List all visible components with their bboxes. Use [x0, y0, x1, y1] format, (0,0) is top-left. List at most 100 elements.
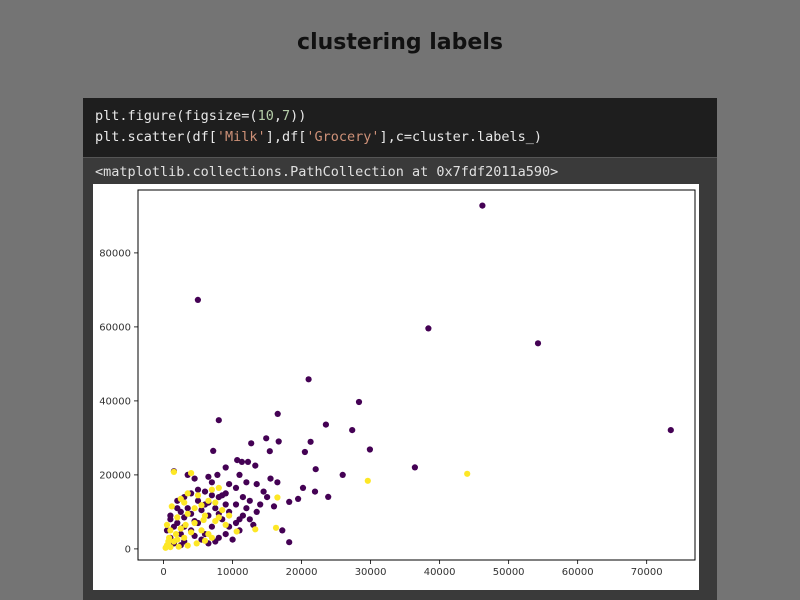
code-token: ],df[ [265, 129, 307, 145]
scatter-point-cluster-1 [215, 484, 222, 491]
scatter-point-cluster-1 [170, 538, 177, 545]
scatter-point-cluster-1 [165, 538, 172, 545]
scatter-point-cluster-0 [266, 448, 273, 455]
y-tick-label: 60000 [99, 322, 131, 333]
scatter-point-cluster-0 [279, 527, 286, 534]
scatter-point-cluster-1 [205, 497, 212, 504]
scatter-point-cluster-0 [222, 464, 229, 471]
scatter-point-cluster-1 [181, 534, 188, 541]
scatter-point-cluster-0 [191, 475, 198, 482]
scatter-point-cluster-1 [163, 521, 171, 528]
x-tick-label: 50000 [493, 567, 525, 578]
scatter-chart: 0 10000 20000 30000 40000 50000 60000 70000 0 20… [99, 189, 696, 578]
scatter-point-cluster-0 [194, 497, 202, 504]
scatter-point-cluster-0 [299, 484, 307, 491]
scatter-point-cluster-0 [174, 519, 181, 527]
scatter-point-cluster-0 [253, 508, 260, 515]
scatter-point-cluster-0 [236, 516, 243, 523]
scatter-point-cluster-1 [177, 525, 184, 532]
notebook-cell: plt.figure(figsize=(10,7)) plt.scatter(d… [83, 98, 717, 600]
scatter-point-cluster-0 [411, 464, 418, 471]
scatter-point-cluster-0 [229, 536, 236, 543]
scatter-point-cluster-0 [222, 501, 229, 508]
y-axis: 0 20000 40000 60000 80000 [99, 248, 138, 555]
scatter-point-cluster-0 [198, 507, 205, 514]
scatter-point-cluster-1 [198, 527, 205, 534]
scatter-point-cluster-1 [222, 521, 229, 528]
scatter-point-cluster-0 [339, 471, 346, 478]
code-number: 10 [257, 108, 274, 124]
scatter-point-cluster-0 [244, 458, 252, 465]
scatter-point-cluster-1 [233, 528, 240, 535]
y-tick-label: 20000 [99, 470, 131, 481]
scatter-point-cluster-0 [215, 417, 222, 424]
scatter-point-cluster-0 [325, 493, 332, 500]
scatter-point-cluster-0 [201, 488, 209, 495]
scatter-point-cluster-0 [425, 325, 432, 332]
scatter-point-cluster-0 [305, 376, 312, 383]
scatter-point-cluster-0 [219, 492, 226, 499]
scatter-point-cluster-1 [188, 470, 195, 477]
scatter-point-cluster-0 [274, 410, 281, 417]
scatter-point-cluster-0 [234, 457, 241, 464]
x-tick-label: 20000 [286, 567, 318, 578]
scatter-point-cluster-0 [274, 479, 281, 486]
scatter-point-cluster-1 [191, 505, 198, 512]
y-tick-label: 0 [125, 544, 131, 555]
scatter-point-cluster-0 [212, 505, 219, 512]
scatter-point-cluster-1 [200, 516, 207, 524]
scatter-point-cluster-0 [257, 501, 264, 508]
scatter-point-cluster-0 [286, 539, 293, 546]
scatter-point-cluster-0 [214, 471, 221, 478]
scatter-point-cluster-0 [226, 481, 233, 488]
x-tick-label: 70000 [631, 567, 663, 578]
slide-title: clustering labels [297, 30, 503, 55]
scatter-point-cluster-0 [222, 531, 229, 538]
scatter-point-cluster-0 [264, 494, 271, 501]
x-tick-label: 0 [160, 567, 166, 578]
scatter-point-cluster-0 [312, 466, 319, 473]
scatter-point-cluster-0 [239, 494, 246, 501]
code-token: plt.figure(figsize=( [95, 108, 258, 124]
scatter-point-cluster-0 [243, 505, 250, 512]
x-tick-label: 60000 [562, 567, 594, 578]
scatter-point-cluster-0 [236, 471, 243, 478]
scatter-point-cluster-0 [307, 438, 314, 445]
scatter-point-cluster-1 [219, 507, 226, 514]
scatter-point-cluster-0 [667, 427, 674, 434]
scatter-point-cluster-0 [355, 398, 363, 406]
scatter-point-cluster-1 [208, 534, 215, 541]
scatter-point-cluster-0 [238, 458, 245, 465]
scatter-point-cluster-0 [301, 448, 308, 456]
code-string: 'Milk' [216, 129, 266, 145]
code-input-cell[interactable]: plt.figure(figsize=(10,7)) plt.scatter(d… [83, 98, 717, 158]
scatter-point-cluster-0 [252, 462, 259, 469]
x-axis: 0 10000 20000 30000 40000 50000 60000 70000 [160, 560, 663, 578]
y-tick-label: 40000 [99, 396, 131, 407]
scatter-point-cluster-1 [172, 531, 180, 538]
scatter-point-cluster-0 [260, 488, 267, 495]
x-tick-label: 40000 [424, 567, 456, 578]
code-number: 7 [281, 108, 291, 124]
scatter-point-cluster-0 [263, 435, 270, 442]
scatter-point-cluster-0 [322, 421, 329, 428]
code-string: 'Grocery' [306, 129, 380, 145]
scatter-point-cluster-0 [205, 473, 212, 480]
scatter-point-cluster-0 [208, 492, 215, 499]
scatter-points [162, 202, 674, 551]
scatter-point-cluster-1 [162, 544, 169, 551]
scatter-point-cluster-1 [272, 524, 280, 531]
x-tick-label: 10000 [217, 567, 249, 578]
code-token: ],c=cluster.labels_) [379, 129, 543, 145]
scatter-point-cluster-0 [248, 440, 255, 447]
code-line-1: plt.figure(figsize=(10,7)) [95, 108, 306, 124]
scatter-point-cluster-1 [182, 521, 189, 528]
scatter-point-cluster-0 [210, 447, 217, 454]
code-line-2: plt.scatter(df['Milk'],df['Grocery'],c=c… [95, 129, 542, 145]
scatter-point-cluster-1 [252, 526, 259, 533]
x-tick-label: 30000 [355, 567, 387, 578]
scatter-point-cluster-1 [274, 494, 281, 501]
output-repr: <matplotlib.collections.PathCollection a… [95, 164, 559, 180]
scatter-point-cluster-0 [286, 498, 293, 505]
scatter-point-cluster-0 [295, 495, 302, 502]
